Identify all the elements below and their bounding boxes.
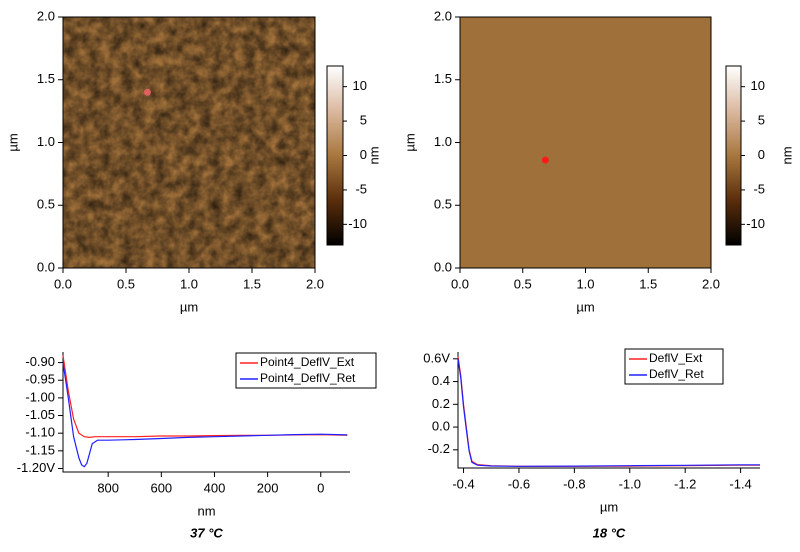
y-axis-label: µm xyxy=(402,133,417,151)
y-tick-label: -1.00 xyxy=(25,389,55,404)
axes xyxy=(457,352,760,469)
colorbar-tick-label: 0 xyxy=(758,147,765,162)
y-tick-label: 2.0 xyxy=(37,8,55,23)
y-tick-label: -1.10 xyxy=(25,425,55,440)
x-tick-label: 0.5 xyxy=(117,276,135,291)
caption: 18 °C xyxy=(593,525,626,540)
x-tick-label: 2.0 xyxy=(306,276,324,291)
y-tick-label: 0.0 xyxy=(432,418,450,433)
y-tick-label: 0.4 xyxy=(432,373,450,388)
x-tick-label: 0.0 xyxy=(451,276,469,291)
y-tick-label: 0.2 xyxy=(432,396,450,411)
y-tick-label: 0.0 xyxy=(37,259,55,274)
x-axis-label: nm xyxy=(197,503,215,518)
x-tick-label: 0.5 xyxy=(514,276,532,291)
colorbar-tick-label: 5 xyxy=(758,113,765,128)
image-base xyxy=(460,17,711,268)
x-tick-label: 0.0 xyxy=(54,276,72,291)
axes xyxy=(62,352,350,473)
legend-label: DeflV_Ret xyxy=(649,367,704,381)
y-tick-label: -1.20V xyxy=(17,460,56,475)
colorbar-tick-label: -5 xyxy=(355,181,367,196)
marker-point xyxy=(541,156,549,164)
series-line xyxy=(457,358,760,467)
x-tick-label: 1.5 xyxy=(639,276,657,291)
x-tick-label: 1.0 xyxy=(576,276,594,291)
x-tick-label: -1.0 xyxy=(619,476,641,491)
x-tick-label: -0.4 xyxy=(452,476,474,491)
x-axis-label: µm xyxy=(600,499,618,514)
colorbar xyxy=(326,65,344,246)
y-tick-label: 0.5 xyxy=(434,197,452,212)
y-tick-label: 1.0 xyxy=(434,134,452,149)
x-tick-label: -0.8 xyxy=(563,476,585,491)
y-tick-label: -0.2 xyxy=(428,441,450,456)
colorbar-tick-label: -5 xyxy=(753,181,765,196)
y-tick-label: -0.90 xyxy=(25,354,55,369)
x-tick-label: 1.0 xyxy=(180,276,198,291)
colorbar-tick-label: 5 xyxy=(360,113,367,128)
legend-label: Point4_DeflV_Ext xyxy=(260,355,355,369)
y-tick-label: -1.15 xyxy=(25,442,55,457)
y-tick-label: -0.95 xyxy=(25,372,55,387)
y-tick-label: 0.0 xyxy=(434,259,452,274)
legend-box xyxy=(235,352,377,389)
x-tick-label: 800 xyxy=(97,480,119,495)
x-tick-label: -0.6 xyxy=(508,476,530,491)
x-axis-label: µm xyxy=(576,299,594,314)
colorbar xyxy=(725,65,742,246)
colorbar-tick-label: 10 xyxy=(353,78,367,93)
legend-label: Point4_DeflV_Ret xyxy=(260,371,356,385)
legend-box xyxy=(624,348,724,385)
y-tick-label: 2.0 xyxy=(434,8,452,23)
x-tick-label: -1.4 xyxy=(729,476,751,491)
x-tick-label: 600 xyxy=(150,480,172,495)
x-tick-label: 200 xyxy=(257,480,279,495)
x-axis-label: µm xyxy=(180,299,198,314)
colorbar-tick-label: -10 xyxy=(348,216,367,231)
colorbar-tick-label: 10 xyxy=(751,78,765,93)
image-texture xyxy=(63,17,315,268)
y-tick-label: -1.05 xyxy=(25,407,55,422)
colorbar-tick-label: 0 xyxy=(360,147,367,162)
x-tick-label: 2.0 xyxy=(702,276,720,291)
y-tick-label: 0.5 xyxy=(37,197,55,212)
x-tick-label: 1.5 xyxy=(243,276,261,291)
colorbar-label: nm xyxy=(779,146,794,164)
colorbar-tick-label: -10 xyxy=(746,216,765,231)
legend-label: DeflV_Ext xyxy=(649,351,703,365)
series-line xyxy=(62,362,348,468)
y-tick-label: 1.5 xyxy=(434,71,452,86)
y-tick-label: 0.6V xyxy=(423,350,450,365)
x-tick-label: 400 xyxy=(204,480,226,495)
x-tick-label: 0 xyxy=(317,480,324,495)
y-tick-label: 1.5 xyxy=(37,71,55,86)
y-axis-label: µm xyxy=(5,133,20,151)
caption: 37 °C xyxy=(190,525,223,540)
colorbar-label: nm xyxy=(366,146,381,164)
marker-point xyxy=(143,88,151,96)
x-tick-label: -1.2 xyxy=(674,476,696,491)
y-tick-label: 1.0 xyxy=(37,134,55,149)
